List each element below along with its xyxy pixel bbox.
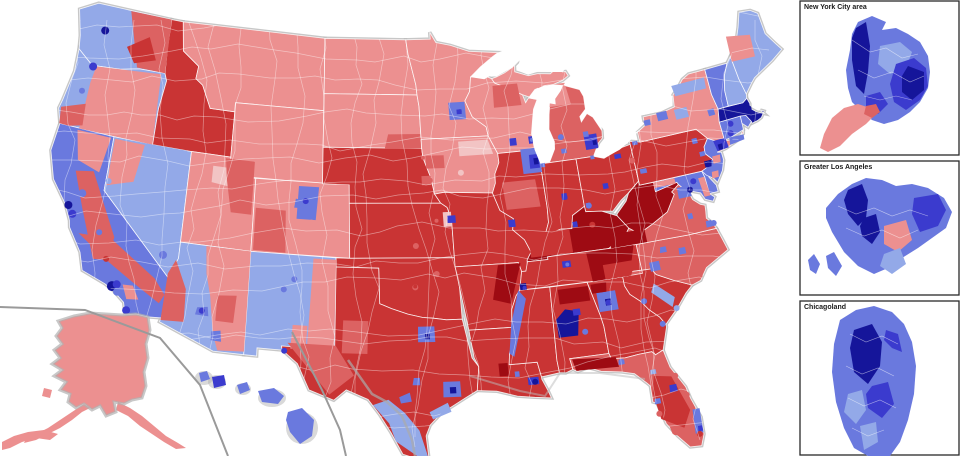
svg-text:New York City area: New York City area: [804, 4, 867, 11]
svg-text:Greater Los Angeles: Greater Los Angeles: [804, 164, 872, 171]
svg-text:Chicagoland: Chicagoland: [804, 304, 846, 311]
